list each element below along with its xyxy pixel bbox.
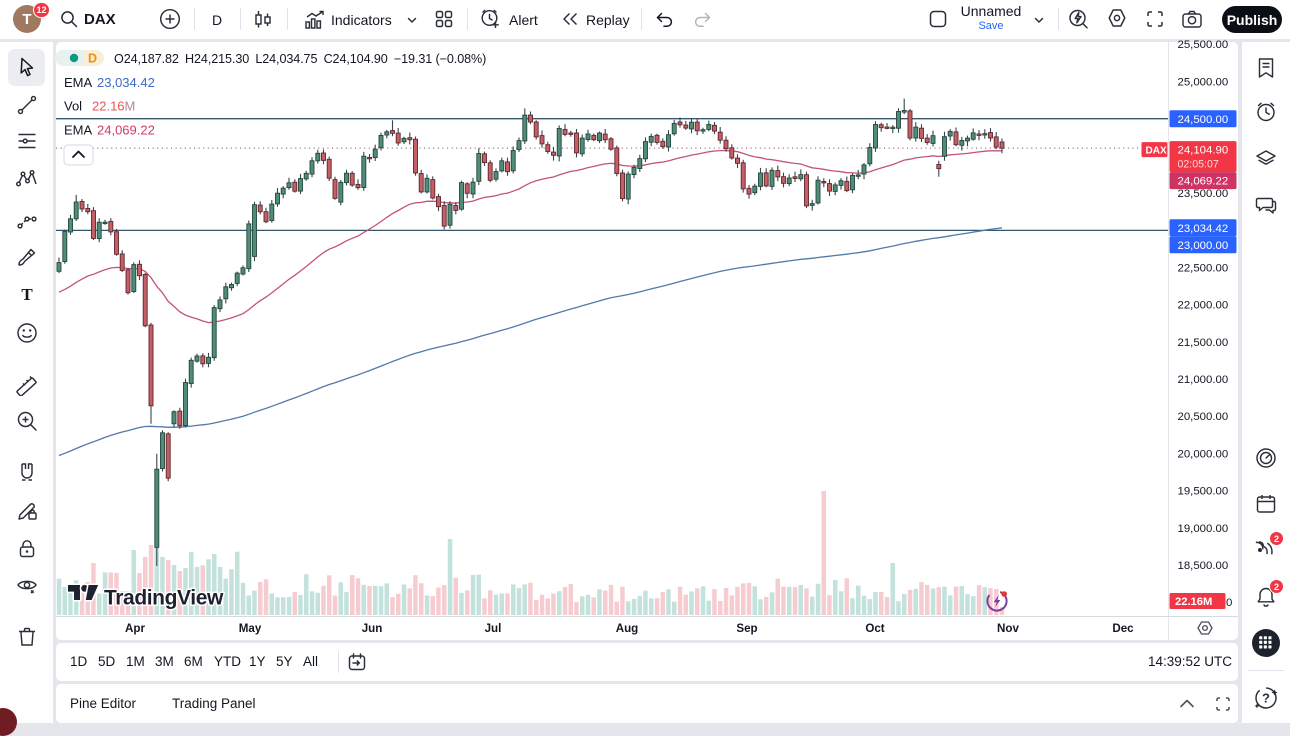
svg-text:EMA: EMA bbox=[64, 123, 93, 138]
svg-text:0: 0 bbox=[1226, 597, 1232, 609]
svg-text:Oct: Oct bbox=[865, 622, 884, 635]
svg-text:24,069.22: 24,069.22 bbox=[97, 123, 155, 138]
svg-text:Jun: Jun bbox=[362, 622, 383, 635]
svg-text:22.16M: 22.16M bbox=[92, 99, 135, 114]
svg-text:24,069.22: 24,069.22 bbox=[1178, 176, 1229, 188]
svg-text:Vol: Vol bbox=[64, 99, 82, 114]
svg-text:23,034.42: 23,034.42 bbox=[97, 75, 155, 90]
svg-text:19,500.00: 19,500.00 bbox=[1178, 486, 1229, 498]
svg-text:21,500.00: 21,500.00 bbox=[1178, 337, 1229, 349]
svg-text:Sep: Sep bbox=[736, 622, 757, 635]
svg-text:20,500.00: 20,500.00 bbox=[1178, 411, 1229, 423]
svg-text:24,500.00: 24,500.00 bbox=[1178, 114, 1229, 126]
svg-text:Dec: Dec bbox=[1112, 622, 1134, 635]
svg-text:22,500.00: 22,500.00 bbox=[1178, 262, 1229, 274]
svg-text:D: D bbox=[88, 52, 97, 66]
svg-text:18,500.00: 18,500.00 bbox=[1178, 560, 1229, 572]
svg-text:02:05:07: 02:05:07 bbox=[1178, 158, 1219, 170]
svg-text:22,000.00: 22,000.00 bbox=[1178, 300, 1229, 312]
svg-text:O24,187.82 H24,215.30 L24,034.: O24,187.82 H24,215.30 L24,034.75 C24,104… bbox=[114, 52, 486, 66]
svg-text:23,500.00: 23,500.00 bbox=[1178, 188, 1229, 200]
svg-text:21,000.00: 21,000.00 bbox=[1178, 374, 1229, 386]
svg-text:Jul: Jul bbox=[485, 622, 502, 635]
svg-text:?: ? bbox=[1262, 691, 1270, 706]
svg-text:20,000.00: 20,000.00 bbox=[1178, 448, 1229, 460]
svg-text:TradingView: TradingView bbox=[104, 587, 224, 610]
svg-text:22.16M: 22.16M bbox=[1175, 596, 1212, 608]
svg-text:24,104.90: 24,104.90 bbox=[1178, 145, 1229, 157]
svg-text:19,000.00: 19,000.00 bbox=[1178, 523, 1229, 535]
svg-text:Aug: Aug bbox=[616, 622, 639, 635]
svg-text:May: May bbox=[239, 622, 262, 635]
svg-text:Apr: Apr bbox=[125, 622, 145, 635]
svg-text:Nov: Nov bbox=[997, 622, 1019, 635]
svg-text:25,500.00: 25,500.00 bbox=[1178, 39, 1229, 51]
svg-text:EMA: EMA bbox=[64, 75, 93, 90]
svg-text:DAX: DAX bbox=[1146, 146, 1167, 157]
svg-text:23,034.42: 23,034.42 bbox=[1178, 223, 1229, 235]
svg-text:25,000.00: 25,000.00 bbox=[1178, 76, 1229, 88]
svg-text:23,000.00: 23,000.00 bbox=[1178, 240, 1229, 252]
